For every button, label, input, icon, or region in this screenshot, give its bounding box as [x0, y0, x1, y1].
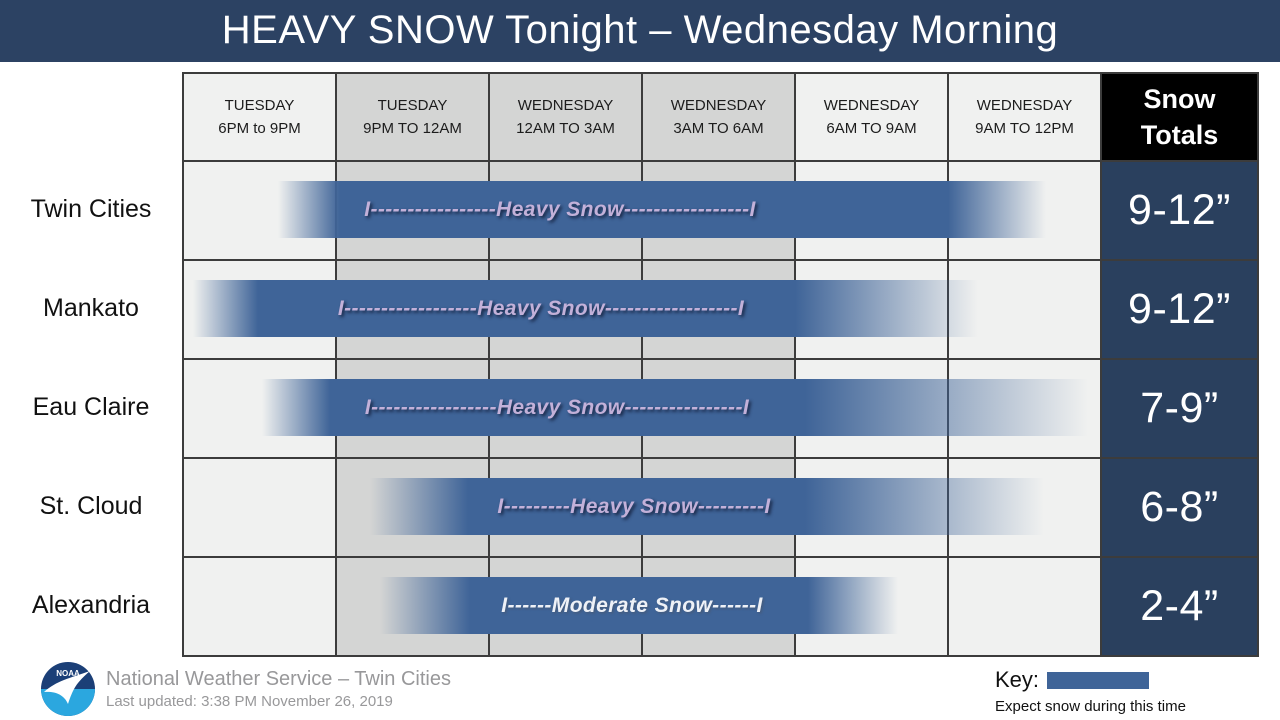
snow-bar-alexandria: I------Moderate Snow------I — [380, 577, 898, 634]
column-header-wed-6am: WEDNESDAY 6AM TO 9AM — [796, 74, 949, 162]
footer-text: National Weather Service – Twin Cities L… — [106, 667, 451, 712]
legend: Key: Expect snow during this time — [995, 667, 1186, 715]
snow-total-value: 9-12” — [1128, 285, 1231, 333]
footer: NOAA National Weather Service – Twin Cit… — [40, 661, 451, 717]
agency-name: National Weather Service – Twin Cities — [106, 667, 451, 690]
row-label-alexandria: Alexandria — [31, 591, 151, 619]
column-header-tue-6pm: TUESDAY 6PM to 9PM — [184, 74, 337, 162]
row-label-st-cloud: St. Cloud — [39, 492, 143, 520]
snow-total-cell: 2-4” — [1102, 558, 1259, 657]
last-updated: Last updated: 3:38 PM November 26, 2019 — [106, 692, 393, 710]
row-label-mankato: Mankato — [43, 294, 139, 322]
snow-total-value: 6-8” — [1140, 483, 1219, 531]
snow-bar-eau-claire: I-----------------Heavy Snow------------… — [262, 379, 1088, 436]
column-header-wed-3am: WEDNESDAY 3AM TO 6AM — [643, 74, 796, 162]
row-label-eau-claire: Eau Claire — [32, 393, 150, 421]
key-description: Expect snow during this time — [995, 698, 1186, 715]
snow-total-cell: 9-12” — [1102, 162, 1259, 261]
snow-bar-label: I------Moderate Snow------I — [501, 594, 763, 617]
snow-bar-label: I---------Heavy Snow---------I — [497, 495, 771, 518]
snow-bar-label: I-----------------Heavy Snow------------… — [364, 198, 756, 221]
title-banner: HEAVY SNOW Tonight – Wednesday Morning — [0, 0, 1280, 62]
snow-total-value: 2-4” — [1140, 582, 1219, 630]
forecast-table: TUESDAY 6PM to 9PM TUESDAY 9PM TO 12AM W… — [182, 72, 1259, 657]
column-header-wed-9am: WEDNESDAY 9AM TO 12PM — [949, 74, 1102, 162]
noaa-logo-icon: NOAA — [41, 662, 95, 716]
table-header-row: TUESDAY 6PM to 9PM TUESDAY 9PM TO 12AM W… — [184, 74, 1259, 162]
snow-total-value: 7-9” — [1140, 384, 1219, 432]
column-header-wed-12am: WEDNESDAY 12AM TO 3AM — [490, 74, 643, 162]
snow-bar-twin-cities: I-----------------Heavy Snow------------… — [278, 181, 1046, 238]
noaa-logo-text: NOAA — [56, 669, 80, 678]
snow-total-value: 9-12” — [1128, 186, 1231, 234]
page-title: HEAVY SNOW Tonight – Wednesday Morning — [221, 8, 1059, 52]
snow-total-cell: 6-8” — [1102, 459, 1259, 558]
snow-totals-header: Snow Totals — [1102, 74, 1259, 162]
row-label-twin-cities: Twin Cities — [30, 195, 152, 223]
key-label: Key: — [995, 667, 1040, 692]
snow-bar-st-cloud: I---------Heavy Snow---------I — [370, 478, 1044, 535]
snow-bar-mankato: I------------------Heavy Snow-----------… — [193, 280, 978, 337]
column-header-tue-9pm: TUESDAY 9PM TO 12AM — [337, 74, 490, 162]
snow-total-cell: 7-9” — [1102, 360, 1259, 459]
snow-bar-label: I-----------------Heavy Snow------------… — [364, 396, 750, 419]
snow-total-cell: 9-12” — [1102, 261, 1259, 360]
key-swatch — [1047, 671, 1150, 689]
snow-bar-label: I------------------Heavy Snow-----------… — [337, 297, 745, 320]
